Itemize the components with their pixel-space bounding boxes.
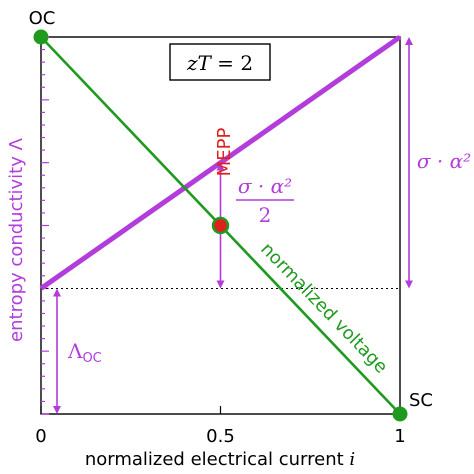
zt-label: zT = 2 (186, 51, 253, 75)
label-half-sigma-den: 2 (259, 203, 272, 227)
x-tick-label-0: 0 (35, 426, 46, 447)
label-lambda-oc: ΛOC (67, 339, 102, 366)
x-tick-label-1: 1 (394, 426, 405, 447)
label-mepp: MEPP (214, 128, 235, 177)
point-sc (392, 406, 408, 422)
x-axis-ticks (40, 406, 401, 414)
points-group (33, 29, 408, 422)
label-sc: SC (409, 390, 433, 411)
y-axis-ticks (41, 36, 49, 415)
label-oc: OC (29, 8, 56, 29)
point-oc (33, 29, 49, 45)
label-normalized-voltage: normalized voltage (256, 239, 391, 378)
point-mepp (211, 216, 230, 235)
label-sigma-alpha-sq: σ · α² (417, 149, 471, 173)
label-half-sigma-num: σ · α² (238, 174, 292, 198)
x-axis-label: normalized electrical current i (85, 449, 355, 470)
zt-box (169, 43, 271, 81)
y-axis-label: entropy conductivity Λ (6, 137, 27, 342)
x-tick-label-0.5: 0.5 (206, 426, 235, 447)
